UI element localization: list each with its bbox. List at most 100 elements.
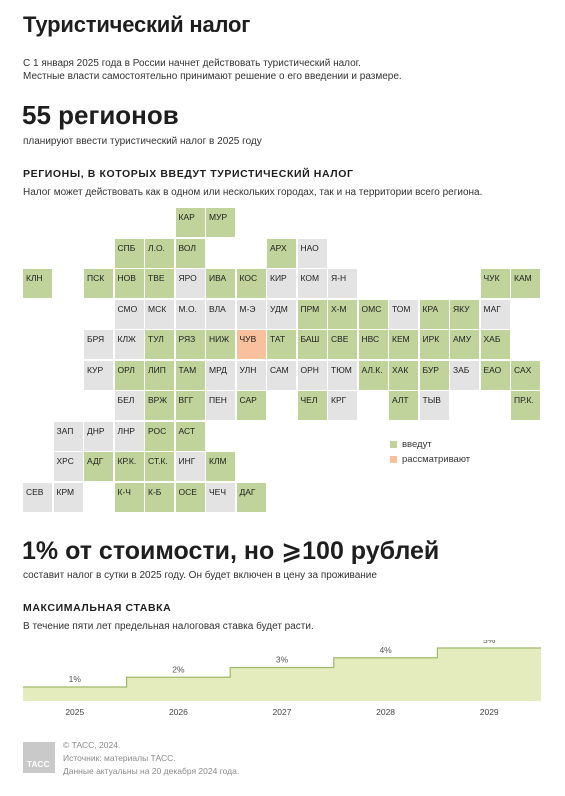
copyright: © ТАСС, 2024.	[63, 740, 121, 750]
region-tile: БУР	[419, 360, 449, 390]
region-tile: Я-Н	[328, 269, 357, 298]
region-tile: АЛ.К.	[358, 360, 388, 390]
region-tile: РЯЗ	[175, 330, 205, 359]
rate-area	[23, 648, 541, 701]
region-tile: ПЕН	[206, 391, 235, 420]
data-date: Данные актуальны на 20 декабря 2024 года…	[63, 766, 240, 776]
region-tile: Х-М	[328, 299, 357, 329]
region-tile: ПСК	[84, 269, 113, 298]
region-tile: САМ	[267, 360, 296, 390]
region-tile: АДГ	[84, 452, 113, 481]
region-tile: НОВ	[114, 269, 144, 298]
stat-rate-value: 1% от стоимости, но ⩾100 рублей	[22, 537, 440, 565]
region-tile: АМУ	[450, 330, 479, 359]
legend-label-consider: рассматривают	[402, 454, 471, 465]
region-tile: ВГГ	[175, 391, 205, 420]
region-tile: СЕВ	[23, 482, 52, 512]
region-tile: КАМ	[511, 269, 540, 298]
region-tile: МАГ	[480, 299, 510, 329]
tass-logo: ТАСС	[23, 742, 55, 773]
region-tile: М-Э	[236, 299, 266, 329]
rate-year-label: 2029	[480, 707, 499, 717]
region-tile: СВЕ	[328, 330, 357, 359]
region-tile: ОМС	[358, 299, 388, 329]
rate-value-label: 2%	[172, 664, 185, 674]
legend-swatch-on	[390, 441, 397, 448]
region-tile: ЛИП	[145, 360, 174, 390]
region-tile-map: КАР МУР СПБ Л.О. ВОЛ АРХ НАО КЛН ПСК НОВ ТВЕ ЯРО ИВА…	[23, 208, 540, 512]
region-tile: НИЖ	[206, 330, 235, 359]
rate-step-line	[23, 647, 541, 688]
region-tile: К-Ч	[114, 482, 144, 512]
region-tile: БАШ	[297, 330, 327, 359]
stat-regions-caption: планируют ввести туристический налог в 2…	[23, 136, 262, 147]
region-tile: САХ	[511, 360, 540, 390]
region-tile: ЯКУ	[450, 299, 479, 329]
page-title: Туристический налог	[23, 12, 251, 37]
rate-year-label: 2028	[376, 707, 395, 717]
region-tile: АЛТ	[389, 391, 418, 420]
region-tile: СМО	[114, 299, 144, 329]
region-tile: ЧУВ	[236, 330, 266, 359]
stat-rate-caption: составит налог в сутки в 2025 году. Он б…	[23, 570, 377, 581]
region-tile: ТВЕ	[145, 269, 174, 298]
region-tile: КЛЖ	[114, 330, 144, 359]
region-tile: ОСЕ	[175, 482, 205, 512]
region-tile: НАО	[297, 238, 327, 268]
stat-regions-value: 55 регионов	[22, 100, 179, 130]
region-tile: ТУЛ	[145, 330, 174, 359]
source: Источник: материалы ТАСС.	[63, 753, 176, 763]
region-tile: АРХ	[267, 238, 296, 268]
region-tile: ХАБ	[480, 330, 510, 359]
rate-year-label: 2025	[65, 707, 84, 717]
map-subheading: Налог может действовать как в одном или …	[23, 187, 483, 198]
rate-heading: МАКСИМАЛЬНАЯ СТАВКА	[23, 602, 172, 614]
region-tile: ХРС	[53, 452, 83, 481]
region-tile: УЛН	[236, 360, 266, 390]
region-tile: НВС	[358, 330, 388, 359]
region-tile: Л.О.	[145, 238, 174, 268]
region-tile: ТЫВ	[419, 391, 449, 420]
region-tile: СТ.К.	[145, 452, 174, 481]
region-tile: ЧУК	[480, 269, 510, 298]
region-tile: ОРЛ	[114, 360, 144, 390]
region-tile: ДАГ	[236, 482, 266, 512]
region-tile: М.О.	[175, 299, 205, 329]
region-tile: КОС	[236, 269, 266, 298]
region-tile: ТАМ	[175, 360, 205, 390]
region-tile: ЕАО	[480, 360, 510, 390]
legend-swatch-consider	[390, 456, 397, 463]
region-tile: ЧЕЧ	[206, 482, 235, 512]
region-tile: ВРЖ	[145, 391, 174, 420]
region-tile: КОМ	[297, 269, 327, 298]
region-tile: КЛМ	[206, 452, 235, 481]
region-tile: ВЛА	[206, 299, 235, 329]
region-tile: СПБ	[114, 238, 144, 268]
region-tile: ЧЕЛ	[297, 391, 327, 420]
region-tile: КАР	[175, 208, 205, 237]
region-tile: УДМ	[267, 299, 296, 329]
map-heading: РЕГИОНЫ, В КОТОРЫХ ВВЕДУТ ТУРИСТИЧЕСКИЙ …	[23, 168, 354, 180]
lede-line-1: С 1 января 2025 года в России начнет дей…	[23, 58, 361, 69]
region-tile: ДНР	[84, 421, 113, 451]
region-tile: ХАК	[389, 360, 418, 390]
region-tile: БЕЛ	[114, 391, 144, 420]
rate-subheading: В течение пяти лет предельная налоговая …	[23, 621, 314, 632]
region-tile: КРГ	[328, 391, 357, 420]
region-tile: КРМ	[53, 482, 83, 512]
region-tile: БРЯ	[84, 330, 113, 359]
region-tile: ИНГ	[175, 452, 205, 481]
rate-value-label: 4%	[379, 645, 392, 655]
rate-value-label: 5%	[483, 640, 496, 645]
rate-year-label: 2026	[169, 707, 188, 717]
region-tile: ОРН	[297, 360, 327, 390]
region-tile: КЛН	[23, 269, 52, 298]
region-tile: ЛНР	[114, 421, 144, 451]
region-tile: МРД	[206, 360, 235, 390]
region-tile: ИВА	[206, 269, 235, 298]
rate-year-label: 2027	[273, 707, 292, 717]
region-tile: КИР	[267, 269, 296, 298]
region-tile: ПР.К.	[511, 391, 540, 420]
region-tile: ИРК	[419, 330, 449, 359]
region-tile: КРА	[419, 299, 449, 329]
